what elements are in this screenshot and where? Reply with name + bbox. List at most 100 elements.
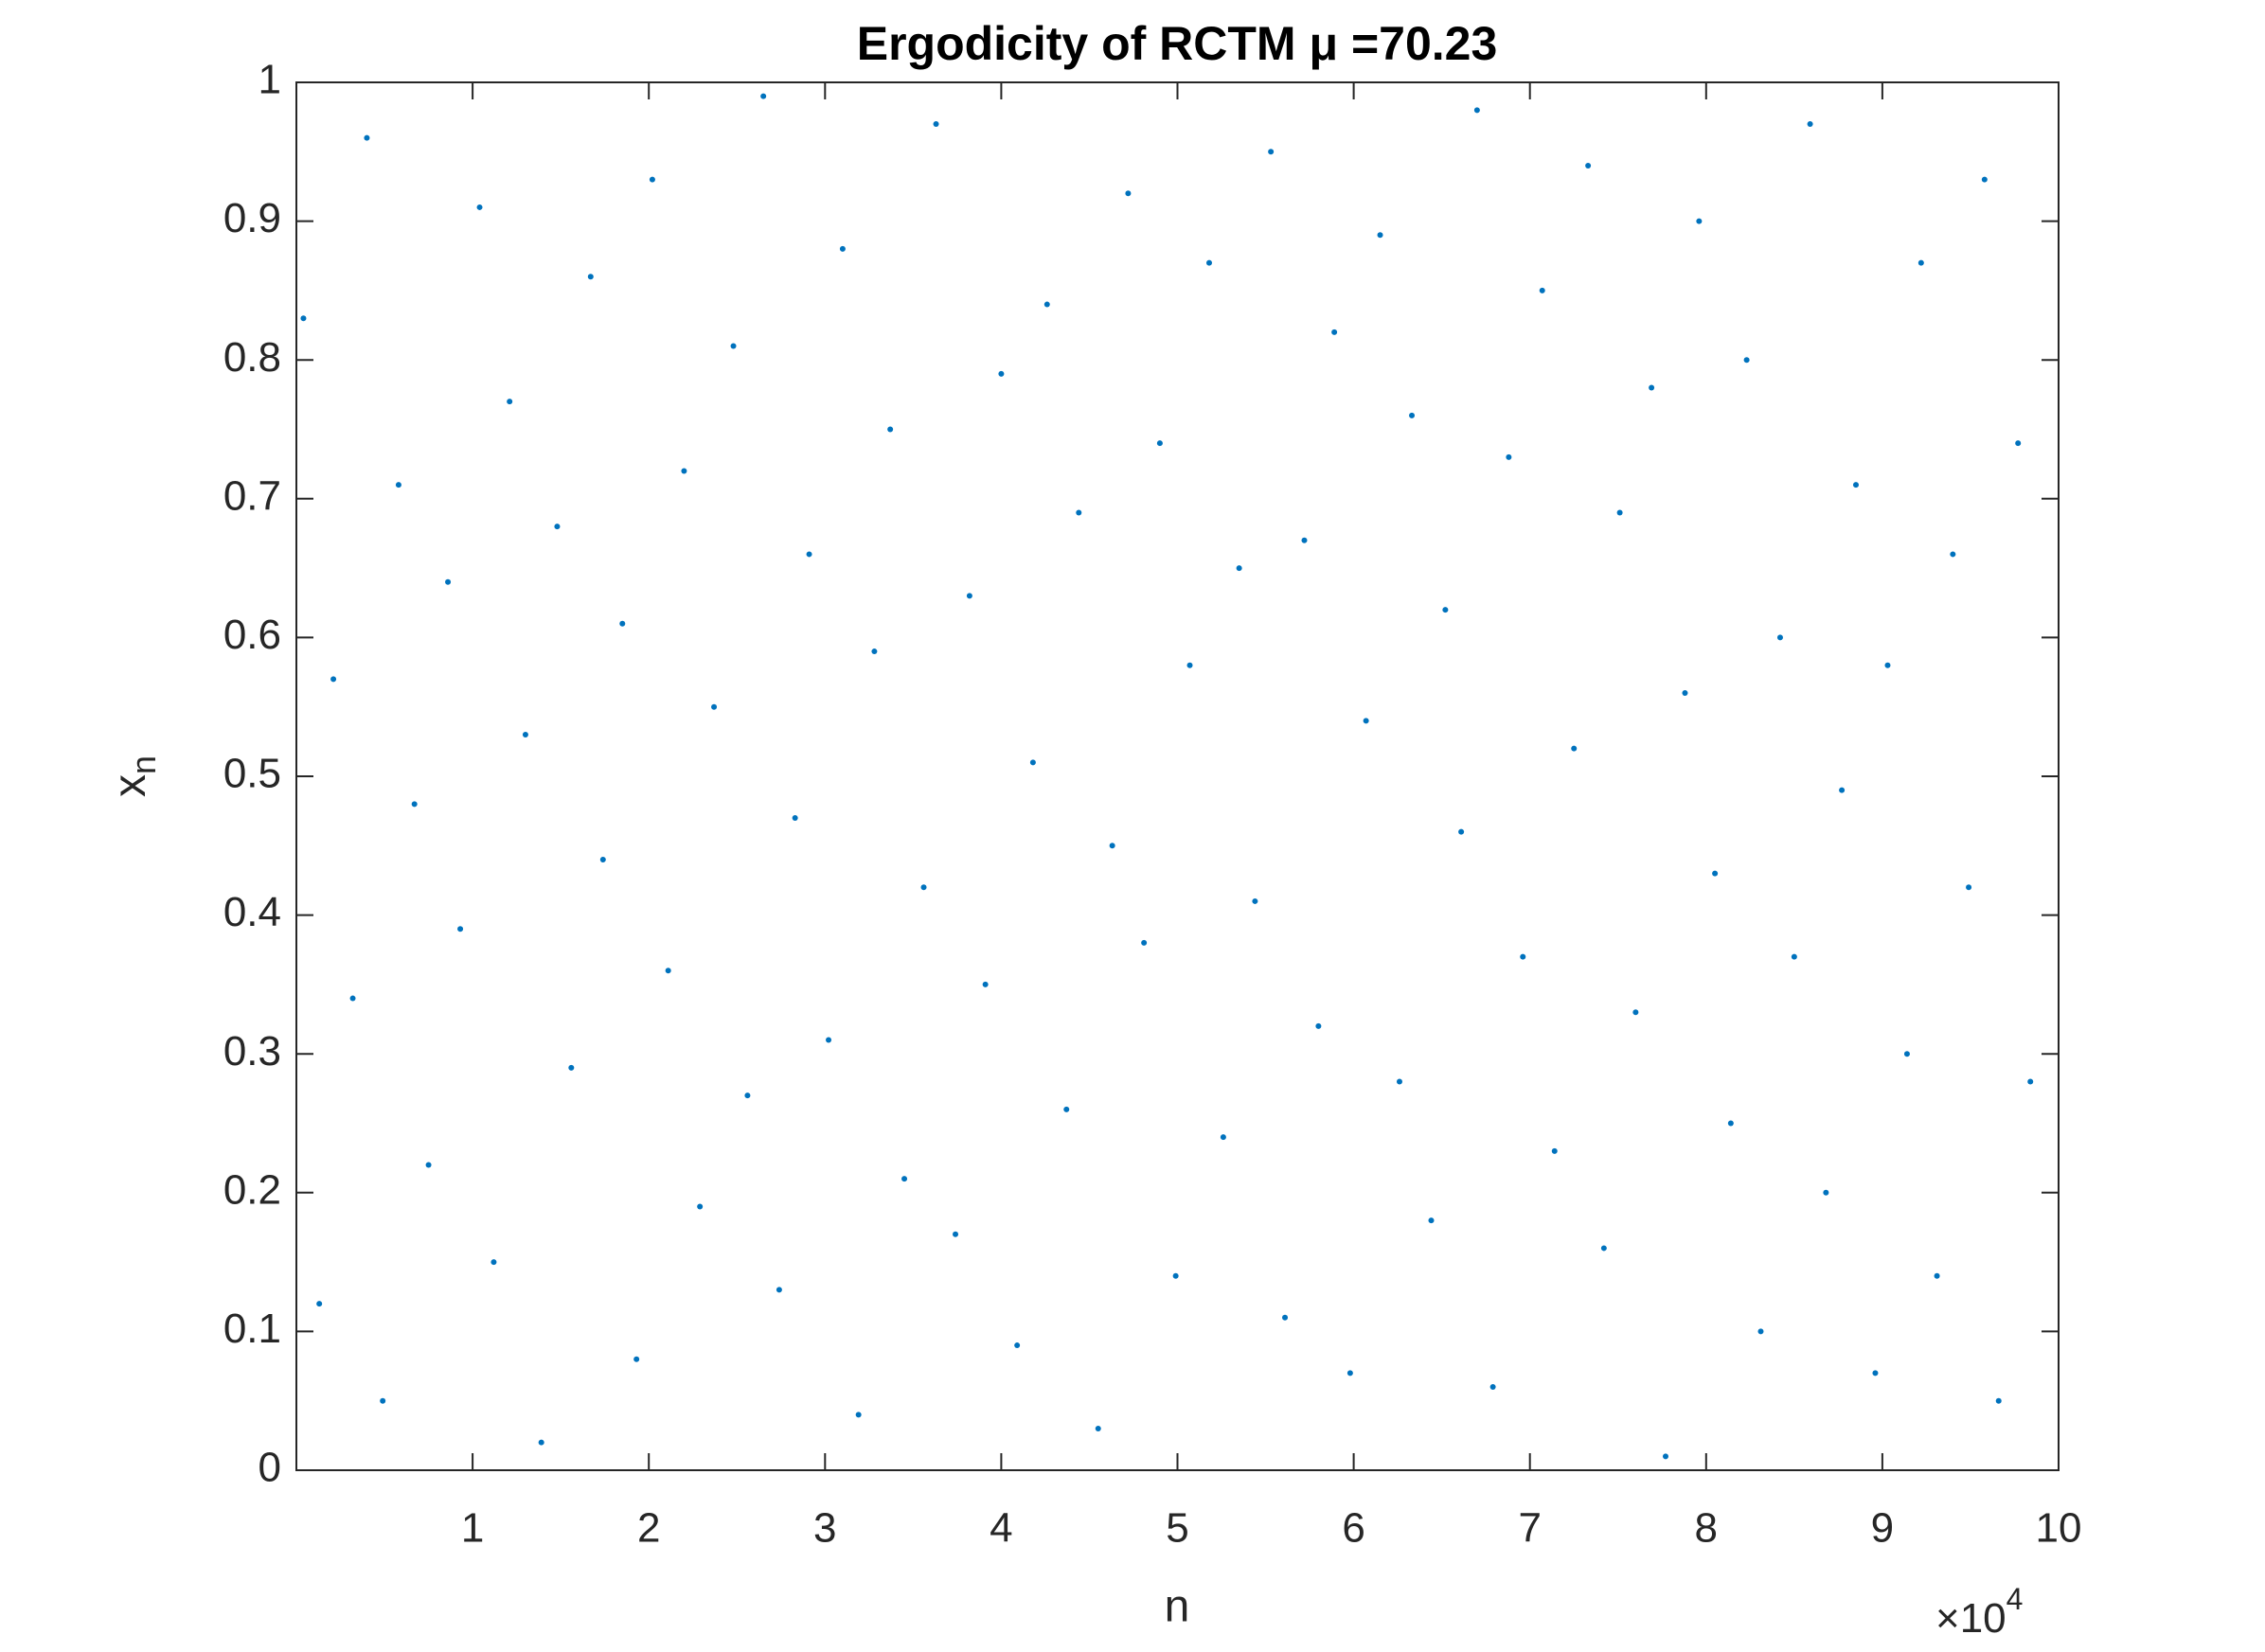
point — [1095, 1426, 1101, 1432]
point — [1268, 149, 1275, 155]
point — [599, 856, 606, 862]
point — [1172, 1272, 1179, 1279]
point — [1807, 120, 1813, 127]
point — [1125, 190, 1132, 197]
point — [1981, 176, 1988, 183]
point — [1950, 551, 1956, 558]
point — [1712, 870, 1719, 877]
point — [744, 1092, 751, 1099]
point — [711, 703, 718, 710]
point — [1076, 509, 1082, 516]
point — [1662, 1453, 1668, 1460]
point — [1109, 843, 1115, 849]
x-tick-label: 9 — [1871, 1505, 1894, 1552]
point — [1347, 1370, 1353, 1377]
point — [776, 1287, 782, 1293]
point — [554, 524, 561, 530]
point — [490, 1259, 497, 1266]
point — [619, 620, 626, 627]
point — [806, 551, 812, 558]
x-tick-label: 3 — [813, 1505, 836, 1552]
point — [1063, 1106, 1070, 1112]
point — [507, 399, 513, 405]
point — [1029, 759, 1036, 766]
point — [920, 884, 927, 891]
point — [1428, 1217, 1435, 1224]
point — [1917, 259, 1924, 266]
x-tick-label: 2 — [637, 1505, 660, 1552]
point — [476, 204, 483, 210]
chart-title: Ergodicity of RCTM μ =70.23 — [857, 17, 1498, 70]
point — [1539, 287, 1545, 293]
x-tick-label: 1 — [461, 1505, 484, 1552]
point — [300, 315, 307, 322]
x-tick-label: 8 — [1695, 1505, 1718, 1552]
point — [1363, 718, 1369, 724]
point — [1409, 412, 1416, 418]
point — [681, 468, 687, 474]
point — [1377, 232, 1383, 239]
point — [1252, 897, 1258, 904]
point — [998, 370, 1005, 377]
point — [665, 968, 671, 974]
y-axis-label-main: x — [105, 774, 155, 797]
y-tick-label: 0.6 — [223, 612, 281, 658]
point — [982, 981, 989, 987]
point — [1616, 509, 1623, 516]
x-tick-label: 4 — [990, 1505, 1012, 1552]
point — [364, 134, 370, 141]
point — [1396, 1078, 1402, 1085]
point — [2015, 440, 2022, 447]
y-tick-label: 0.7 — [223, 472, 281, 519]
x-multiplier-exponent: 4 — [2006, 1582, 2024, 1616]
point — [1934, 1272, 1940, 1279]
point — [316, 1301, 323, 1307]
x-tick-label: 10 — [2036, 1505, 2082, 1552]
point — [1966, 884, 1972, 891]
x-tick-label: 6 — [1342, 1505, 1364, 1552]
point — [760, 93, 767, 99]
point — [697, 1203, 704, 1210]
point — [1156, 440, 1163, 447]
point — [1043, 301, 1050, 308]
point — [1331, 329, 1338, 335]
point — [871, 648, 878, 655]
y-axis-label-subscript: n — [124, 755, 163, 774]
point — [445, 578, 452, 585]
y-tick-label: 0.9 — [223, 195, 281, 241]
y-tick-label: 0.8 — [223, 334, 281, 381]
point — [1696, 218, 1703, 224]
point — [730, 343, 737, 349]
point — [1727, 1120, 1734, 1127]
point — [349, 995, 356, 1002]
point — [587, 274, 594, 280]
point — [2027, 1078, 2034, 1085]
point — [1839, 787, 1846, 793]
point — [1473, 107, 1480, 114]
point — [839, 245, 846, 252]
point — [1571, 745, 1578, 752]
point — [1791, 953, 1797, 960]
x-tick-label: 7 — [1518, 1505, 1541, 1552]
point — [1458, 828, 1465, 835]
point — [1520, 953, 1526, 960]
point — [538, 1439, 544, 1446]
point — [1872, 1370, 1879, 1377]
point — [1205, 259, 1212, 266]
point — [1301, 537, 1308, 543]
y-tick-label: 0.3 — [223, 1028, 281, 1075]
point — [826, 1037, 832, 1043]
point — [1823, 1189, 1829, 1196]
point — [1776, 634, 1783, 641]
x-multiplier-base: ×10 — [1935, 1595, 2006, 1642]
point — [1506, 453, 1512, 460]
y-axis-label: xn — [105, 755, 163, 797]
x-axis-label: n — [1165, 1582, 1190, 1632]
point — [1315, 1022, 1322, 1029]
point — [1649, 384, 1655, 391]
point — [966, 593, 972, 599]
point — [901, 1176, 908, 1182]
point — [649, 176, 655, 183]
